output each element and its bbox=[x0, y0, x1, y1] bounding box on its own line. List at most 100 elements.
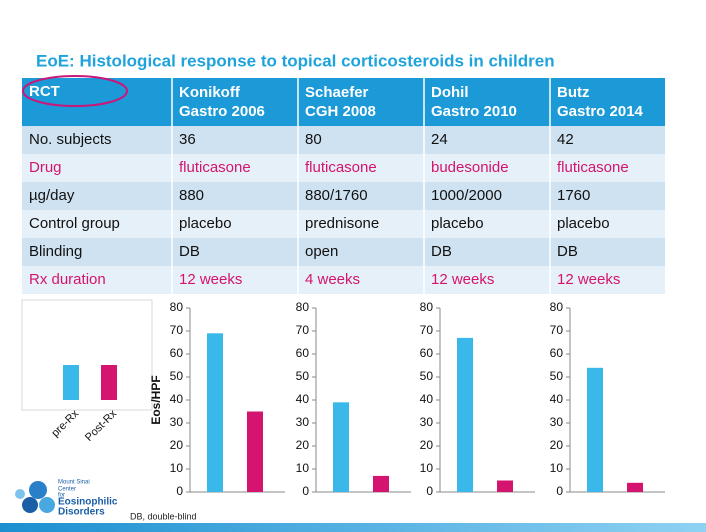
y-tick-label: 20 bbox=[420, 438, 434, 452]
y-tick-label: 10 bbox=[170, 461, 184, 475]
y-tick-label: 10 bbox=[550, 461, 564, 475]
logo-dot bbox=[29, 481, 47, 499]
y-tick-label: 60 bbox=[170, 346, 184, 360]
y-tick-label: 10 bbox=[420, 461, 434, 475]
table-header-cell: RCT bbox=[29, 83, 60, 100]
table-row-bg bbox=[22, 154, 665, 182]
y-tick-label: 20 bbox=[296, 438, 310, 452]
table-row-bg bbox=[22, 182, 665, 210]
table-cell: 24 bbox=[431, 131, 448, 148]
table-cell: fluticasone bbox=[305, 159, 377, 176]
y-tick-label: 30 bbox=[170, 415, 184, 429]
bar bbox=[627, 482, 643, 492]
footnote: DB, double-blind bbox=[130, 511, 197, 521]
table-row-bg bbox=[22, 126, 665, 154]
logo bbox=[15, 481, 55, 513]
y-tick-label: 50 bbox=[550, 369, 564, 383]
legend-swatch bbox=[63, 365, 79, 400]
table-cell: Rx duration bbox=[29, 271, 106, 288]
y-tick-label: 70 bbox=[420, 323, 434, 337]
y-tick-label: 60 bbox=[550, 346, 564, 360]
table-cell: 12 weeks bbox=[557, 271, 620, 288]
y-tick-label: 0 bbox=[302, 484, 309, 498]
bottom-strip bbox=[0, 523, 706, 532]
bar bbox=[207, 333, 223, 492]
table-header-bg bbox=[22, 78, 665, 126]
y-tick-label: 0 bbox=[556, 484, 563, 498]
y-tick-label: 50 bbox=[296, 369, 310, 383]
y-tick-label: 60 bbox=[296, 346, 310, 360]
table-cell: placebo bbox=[179, 215, 232, 232]
y-tick-label: 80 bbox=[296, 300, 310, 314]
table-cell: 880/1760 bbox=[305, 187, 368, 204]
y-tick-label: 30 bbox=[550, 415, 564, 429]
y-tick-label: 0 bbox=[176, 484, 183, 498]
table-cell: fluticasone bbox=[557, 159, 629, 176]
rct-circle bbox=[22, 75, 128, 107]
table-header-cell: Butz bbox=[557, 84, 590, 101]
logo-text: Disorders bbox=[58, 507, 105, 518]
table-row-bg bbox=[22, 266, 665, 294]
table-cell: prednisone bbox=[305, 215, 379, 232]
table-cell: 42 bbox=[557, 131, 574, 148]
bar bbox=[333, 402, 349, 492]
logo-text: Eosinophilic bbox=[58, 497, 118, 508]
table-cell: DB bbox=[431, 243, 452, 260]
logo-dot bbox=[15, 489, 25, 499]
y-tick-label: 30 bbox=[296, 415, 310, 429]
table-cell: 36 bbox=[179, 131, 196, 148]
y-tick-label: 80 bbox=[550, 300, 564, 314]
table-cell: Drug bbox=[29, 159, 62, 176]
y-tick-label: 40 bbox=[170, 392, 184, 406]
table-cell: Control group bbox=[29, 215, 120, 232]
bar bbox=[457, 337, 473, 492]
y-tick-label: 40 bbox=[296, 392, 310, 406]
y-tick-label: 50 bbox=[420, 369, 434, 383]
table-cell: placebo bbox=[431, 215, 484, 232]
table-row-bg bbox=[22, 210, 665, 238]
y-tick-label: 10 bbox=[296, 461, 310, 475]
table-header-cell: CGH 2008 bbox=[305, 103, 376, 120]
bar bbox=[247, 411, 263, 492]
y-axis-label: Eos/HPF bbox=[149, 375, 163, 424]
table-cell: 1760 bbox=[557, 187, 590, 204]
table-header-cell: Gastro 2010 bbox=[431, 103, 517, 120]
table-cell: 80 bbox=[305, 131, 322, 148]
logo-text: Center bbox=[58, 487, 76, 493]
table-cell: 880 bbox=[179, 187, 204, 204]
logo-text: for bbox=[58, 493, 65, 499]
slide-title: EoE: Histological response to topical co… bbox=[36, 51, 555, 70]
table-header-cell: Gastro 2014 bbox=[557, 103, 644, 120]
table-header-cell: Gastro 2006 bbox=[179, 103, 265, 120]
logo-dot bbox=[39, 497, 55, 513]
y-tick-label: 70 bbox=[550, 323, 564, 337]
table-cell: 12 weeks bbox=[179, 271, 242, 288]
table-cell: open bbox=[305, 243, 338, 260]
table-cell: DB bbox=[557, 243, 578, 260]
y-tick-label: 80 bbox=[420, 300, 434, 314]
legend-swatch bbox=[101, 365, 117, 400]
table-cell: DB bbox=[179, 243, 200, 260]
y-tick-label: 20 bbox=[170, 438, 184, 452]
logo-text: Mount Sinai bbox=[58, 480, 90, 486]
y-tick-label: 80 bbox=[170, 300, 184, 314]
table-cell: µg/day bbox=[29, 187, 75, 204]
table-header-cell: Konikoff bbox=[179, 84, 241, 101]
table-row-bg bbox=[22, 238, 665, 266]
bar bbox=[587, 367, 603, 492]
y-tick-label: 60 bbox=[420, 346, 434, 360]
legend-frame bbox=[21, 299, 153, 411]
y-tick-label: 70 bbox=[170, 323, 184, 337]
table-header-cell: Dohil bbox=[431, 84, 469, 101]
y-tick-label: 40 bbox=[550, 392, 564, 406]
logo-dot bbox=[22, 497, 38, 513]
table-cell: 12 weeks bbox=[431, 271, 494, 288]
table-cell: fluticasone bbox=[179, 159, 251, 176]
y-tick-label: 20 bbox=[550, 438, 564, 452]
y-tick-label: 50 bbox=[170, 369, 184, 383]
bar bbox=[373, 475, 389, 492]
table-cell: Blinding bbox=[29, 243, 82, 260]
y-tick-label: 30 bbox=[420, 415, 434, 429]
table-cell: 4 weeks bbox=[305, 271, 360, 288]
